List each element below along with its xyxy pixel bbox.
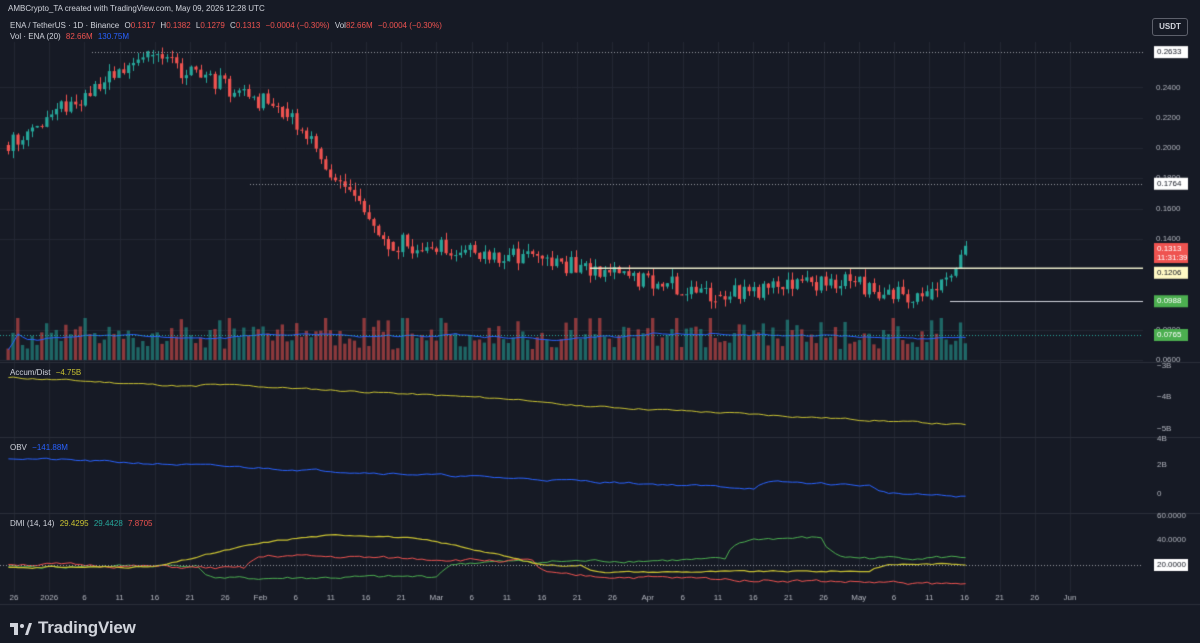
low-label: L	[195, 21, 201, 30]
obv-value: −141.88M	[32, 443, 68, 452]
close-value: 0.1313	[235, 21, 261, 30]
accum-legend: Accum/Dist −4.75B	[10, 368, 84, 377]
vol2-change: −0.0004 (−0.30%)	[377, 21, 442, 30]
close-label: C	[230, 21, 236, 30]
dmi-label[interactable]: DMI (14, 14)	[10, 519, 55, 528]
high-label: H	[160, 21, 167, 30]
accum-label[interactable]: Accum/Dist	[10, 368, 51, 377]
volume-label[interactable]: Vol · ENA (20)	[10, 32, 61, 41]
currency-button[interactable]: USDT	[1152, 18, 1188, 36]
dmi-adx-value: 29.4295	[59, 519, 89, 528]
accum-value: −4.75B	[55, 368, 82, 377]
vol2-value: 82.66M	[345, 21, 373, 30]
open-value: 0.1317	[130, 21, 156, 30]
brand-name: TradingView	[38, 618, 136, 637]
volume-value: 82.66M	[65, 32, 93, 41]
tradingview-mark-icon	[10, 622, 32, 635]
dmi-legend: DMI (14, 14) 29.4295 29.4428 7.8705	[10, 519, 155, 528]
low-value: 0.1279	[200, 21, 225, 30]
obv-label[interactable]: OBV	[10, 443, 27, 452]
dmi-plus-value: 29.4428	[93, 519, 123, 528]
open-label: O	[124, 21, 131, 30]
symbol-label[interactable]: ENA / TetherUS · 1D · Binance	[10, 21, 120, 30]
footer	[0, 610, 1200, 643]
tradingview-logo[interactable]: TradingView	[10, 618, 136, 638]
credit-line: AMBCrypto_TA created with TradingView.co…	[8, 4, 265, 13]
vol2-label: Vol	[334, 21, 346, 30]
volume-ma-value: 130.75M	[97, 32, 129, 41]
volume-legend: Vol · ENA (20) 82.66M 130.75M	[10, 32, 132, 41]
change-value: −0.0004 (−0.30%)	[265, 21, 330, 30]
obv-legend: OBV −141.88M	[10, 443, 71, 452]
ohlc-legend: ENA / TetherUS · 1D · Binance O0.1317 H0…	[10, 21, 445, 30]
high-value: 0.1382	[166, 21, 191, 30]
dmi-minus-value: 7.8705	[128, 519, 153, 528]
